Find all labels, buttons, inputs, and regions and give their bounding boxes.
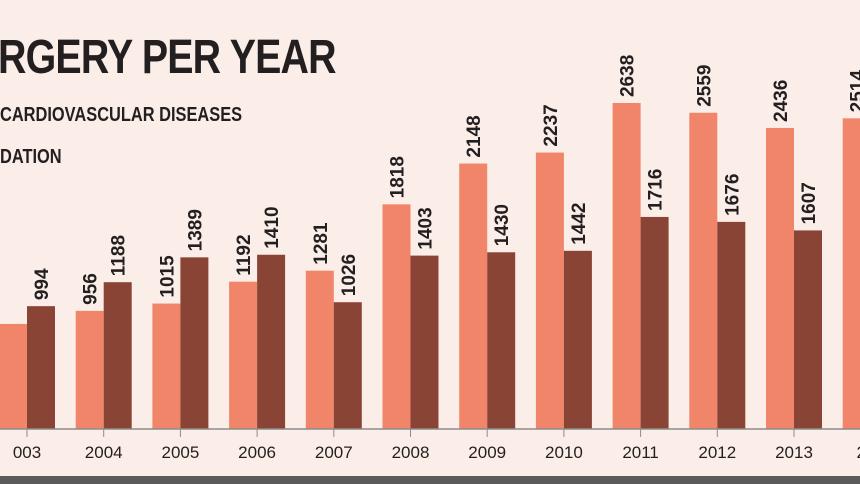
bar-s2-9: [717, 221, 746, 429]
data-label-s2-1: 1188: [109, 235, 130, 276]
x-tick-label-2: 2005: [161, 443, 199, 462]
data-label-s1-5: 1818: [388, 156, 409, 198]
bar-s1-9: [689, 112, 718, 429]
legend-entry-2: DATION: [0, 146, 62, 168]
data-label-s2-3: 1410: [262, 206, 283, 248]
bar-s2-8: [640, 216, 669, 429]
data-label-s2-0: 994: [32, 268, 53, 300]
bar-s1-8: [612, 103, 641, 429]
x-tick-label-10: 2013: [775, 443, 813, 462]
data-label-s2-4: 1026: [339, 254, 360, 296]
bar-s2-7: [563, 250, 592, 429]
bar-s2-2: [180, 257, 209, 429]
data-label-s2-6: 1430: [492, 204, 513, 246]
x-tick-label-4: 2007: [315, 443, 353, 462]
legend-entry-1: CARDIOVASCULAR DISEASES: [0, 104, 243, 126]
data-label-s2-5: 1403: [416, 207, 437, 249]
x-tick-label-8: 2011: [622, 443, 659, 462]
bar-s1-3: [229, 281, 258, 429]
data-label-s2-2: 1389: [185, 209, 206, 251]
bar-s1-2: [152, 303, 181, 429]
data-label-s1-11: 2514: [848, 70, 860, 113]
x-tick-label-3: 2006: [238, 443, 276, 462]
bar-s1-1: [75, 310, 104, 429]
bar-s1-5: [382, 204, 411, 429]
bar-s1-4: [305, 270, 334, 429]
x-tick-label-0: 003: [13, 443, 41, 462]
data-label-s1-1: 956: [81, 273, 102, 305]
data-label-s1-9: 2559: [694, 64, 715, 106]
data-label-s1-10: 2436: [771, 80, 792, 122]
bar-s1-0: [0, 323, 27, 429]
data-label-s1-3: 1192: [234, 234, 255, 275]
data-label-s1-2: 1015: [157, 255, 178, 298]
bar-s2-3: [257, 254, 286, 429]
data-label-s1-7: 2237: [541, 104, 562, 146]
bar-s2-5: [410, 255, 439, 429]
bar-s1-11: [842, 118, 860, 429]
x-tick-label-7: 2010: [545, 443, 583, 462]
data-label-s2-7: 1442: [569, 203, 590, 245]
chart-title: RGERY PER YEAR: [0, 31, 337, 84]
data-label-s1-8: 2638: [618, 55, 639, 97]
x-tick-label-5: 2008: [392, 443, 430, 462]
bar-s1-6: [459, 163, 488, 429]
x-tick-label-6: 2009: [468, 443, 506, 462]
bar-s2-1: [103, 282, 132, 429]
data-label-s1-4: 1281: [311, 222, 332, 265]
data-label-s2-8: 1716: [646, 169, 667, 211]
bar-s2-6: [487, 252, 516, 429]
x-tick-label-9: 2012: [698, 443, 736, 462]
data-label-s2-10: 1607: [799, 182, 820, 224]
bar-s1-10: [766, 127, 794, 429]
data-label-s1-6: 2148: [464, 115, 485, 157]
bar-s2-0: [27, 306, 55, 429]
bar-s2-4: [333, 302, 362, 429]
bar-s1-7: [535, 152, 564, 429]
bottom-border: [0, 476, 860, 484]
bar-s2-10: [794, 230, 822, 429]
x-tick-label-11: 201: [857, 443, 860, 462]
data-label-s2-9: 1676: [722, 174, 743, 216]
x-tick-label-1: 2004: [85, 443, 123, 462]
